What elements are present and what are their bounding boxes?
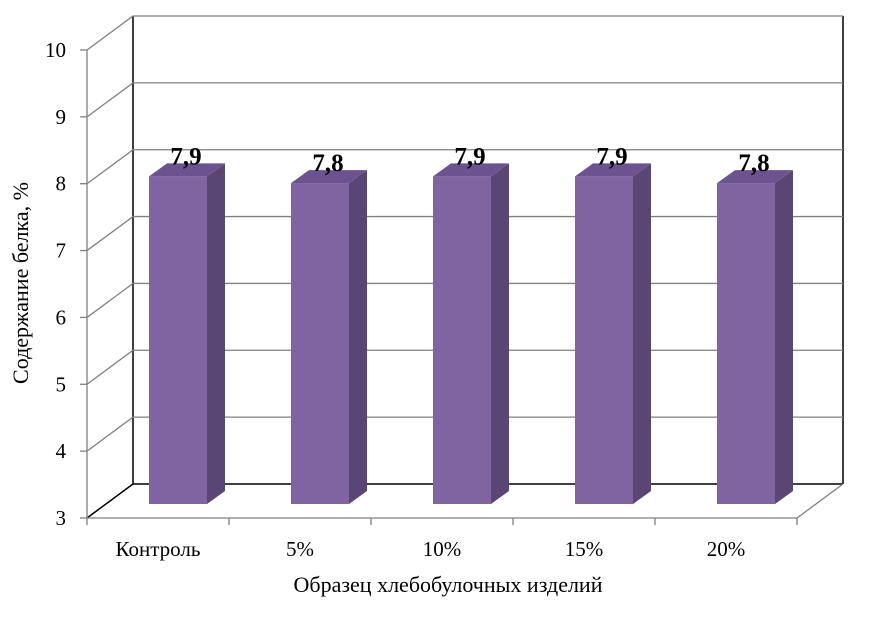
bar-top-face: [717, 170, 793, 184]
bar-5: [717, 170, 793, 505]
y-tick-labels: 3 4 5 6 7 8 9 10: [45, 38, 67, 530]
data-label: 7,8: [738, 150, 769, 177]
chart-walls: [132, 16, 844, 484]
y-tick-label: 6: [56, 305, 67, 329]
bars: [149, 163, 793, 505]
y-tick-label: 4: [56, 439, 67, 463]
bar-front-face: [149, 176, 207, 504]
bar-side-face: [349, 170, 367, 505]
data-labels: 7,9 7,8 7,9 7,9 7,8: [170, 143, 769, 177]
bar-2: [291, 170, 367, 505]
data-label: 7,9: [170, 143, 201, 170]
gridline: [86, 149, 843, 185]
data-label: 7,8: [312, 150, 343, 177]
y-tick-label: 7: [56, 239, 67, 263]
y-tick-label: 10: [45, 38, 66, 62]
gridline: [86, 15, 843, 51]
bar-top-face: [575, 163, 651, 177]
data-label: 7,9: [596, 143, 627, 170]
bar-side-face: [207, 163, 225, 504]
x-tick-label: 20%: [707, 537, 746, 561]
bar-3: [433, 163, 509, 504]
bar-front-face: [291, 183, 349, 505]
x-tick-label: Контроль: [116, 537, 201, 561]
x-tick-label: 5%: [286, 537, 314, 561]
y-tick-label: 8: [56, 172, 67, 196]
gridlines: [86, 15, 843, 519]
bar-front-face: [717, 183, 775, 505]
bar-side-face: [491, 163, 509, 504]
x-tick-label: 15%: [565, 537, 604, 561]
x-tick-label: 10%: [423, 537, 462, 561]
y-axis-title: Содержание белка, %: [8, 182, 33, 384]
bar-top-face: [433, 163, 509, 177]
bar-front-face: [575, 176, 633, 504]
gridline: [86, 82, 843, 118]
y-tick-label: 3: [56, 506, 67, 530]
data-label: 7,9: [454, 143, 485, 170]
bar-side-face: [775, 170, 793, 505]
axes: [80, 49, 844, 525]
y-tick-label: 9: [56, 105, 67, 129]
x-axis-title: Образец хлебобулочных изделий: [294, 572, 603, 597]
floor-right-edge: [796, 483, 844, 519]
bar-top-face: [149, 163, 225, 177]
bar-4: [575, 163, 651, 504]
x-tick-labels: Контроль 5% 10% 15% 20%: [116, 537, 746, 561]
bar-front-face: [433, 176, 491, 504]
y-tick-label: 5: [56, 372, 67, 396]
bar-side-face: [633, 163, 651, 504]
bar-1: [149, 163, 225, 504]
bar-top-face: [291, 170, 367, 184]
